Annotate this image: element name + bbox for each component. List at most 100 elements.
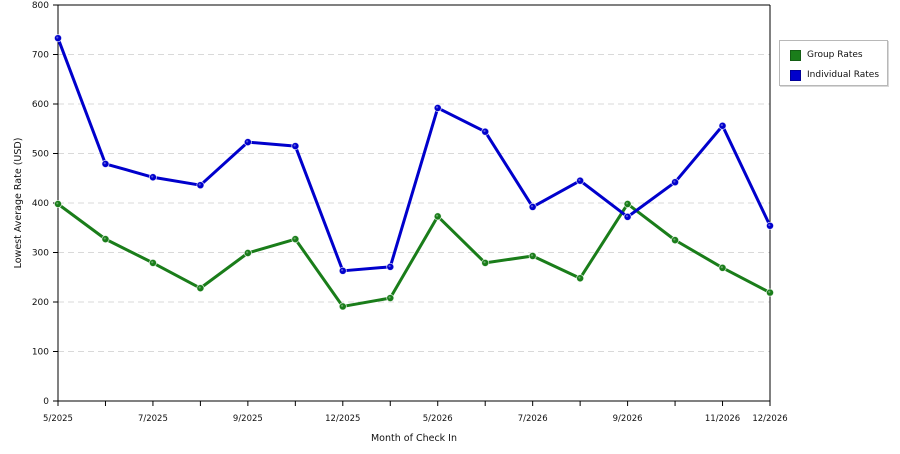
y-axis-title: Lowest Average Rate (USD) bbox=[13, 138, 24, 269]
data-point-highlight bbox=[578, 276, 581, 279]
data-point-highlight bbox=[530, 205, 534, 208]
series-line-individual-rates bbox=[56, 36, 772, 273]
data-point-marker bbox=[671, 178, 680, 187]
data-point-group-rates bbox=[291, 235, 300, 244]
data-points bbox=[54, 34, 775, 311]
data-point-individual-rates bbox=[243, 138, 252, 147]
y-tick-label: 100 bbox=[32, 348, 49, 358]
data-point-individual-rates bbox=[766, 221, 775, 230]
legend-label-group-rates: Group Rates bbox=[807, 50, 863, 60]
data-point-marker bbox=[718, 121, 727, 130]
x-tick-label: 7/2026 bbox=[518, 414, 548, 424]
data-point-highlight bbox=[483, 129, 486, 133]
data-point-highlight bbox=[341, 304, 344, 307]
y-tick-label: 400 bbox=[32, 199, 49, 209]
y-tick-label: 700 bbox=[32, 51, 49, 61]
data-point-highlight bbox=[103, 237, 106, 240]
data-point-group-rates bbox=[338, 302, 347, 311]
axis-labels: 0 100 200 300 400 500 600 700 800 5/2025 7/2025 9/2… bbox=[13, 1, 788, 444]
data-point-group-rates bbox=[528, 251, 537, 260]
data-point-highlight bbox=[388, 265, 391, 268]
data-point-group-rates bbox=[243, 248, 252, 257]
data-point-individual-rates bbox=[291, 142, 300, 151]
data-point-marker bbox=[101, 159, 110, 168]
x-tick-label: 9/2026 bbox=[613, 414, 643, 424]
data-point-individual-rates bbox=[196, 181, 205, 190]
y-tick-label: 200 bbox=[32, 298, 49, 308]
y-tick-label: 0 bbox=[43, 397, 49, 407]
data-point-highlight bbox=[483, 261, 486, 264]
data-point-highlight bbox=[768, 290, 771, 293]
legend-swatch-individual-rates bbox=[790, 69, 801, 81]
data-point-marker bbox=[291, 142, 300, 151]
data-point-group-rates bbox=[101, 235, 110, 244]
data-point-marker bbox=[766, 288, 775, 297]
data-point-marker bbox=[623, 212, 632, 221]
data-point-highlight bbox=[768, 223, 771, 227]
y-tick-label: 500 bbox=[32, 150, 49, 160]
grid-lines bbox=[58, 54, 770, 352]
data-point-highlight bbox=[530, 254, 534, 257]
axes bbox=[53, 4, 771, 406]
y-tick-label: 800 bbox=[32, 1, 49, 11]
x-tick-label: 7/2025 bbox=[138, 414, 168, 424]
data-point-marker bbox=[338, 266, 347, 275]
data-point-highlight bbox=[151, 261, 154, 264]
data-point-individual-rates bbox=[338, 266, 347, 275]
series-lines bbox=[56, 36, 772, 308]
data-point-marker bbox=[433, 212, 442, 221]
data-point-marker bbox=[196, 181, 205, 190]
legend-item-individual-rates: Individual Rates bbox=[790, 68, 879, 82]
data-point-highlight bbox=[625, 202, 629, 205]
data-point-highlight bbox=[246, 140, 249, 143]
x-tick-label: 9/2025 bbox=[233, 414, 263, 424]
legend-item-group-rates: Group Rates bbox=[790, 48, 863, 62]
data-point-highlight bbox=[293, 237, 296, 240]
data-point-marker bbox=[718, 263, 727, 272]
data-point-highlight bbox=[198, 183, 201, 186]
data-point-marker bbox=[576, 176, 585, 185]
data-point-group-rates bbox=[671, 236, 680, 245]
data-point-group-rates bbox=[196, 284, 205, 293]
x-tick-label: 12/2026 bbox=[752, 414, 787, 424]
data-point-highlight bbox=[435, 106, 439, 109]
legend-swatch-group-rates bbox=[790, 49, 801, 61]
data-point-individual-rates bbox=[718, 121, 727, 130]
data-point-marker bbox=[433, 103, 442, 112]
data-point-marker bbox=[338, 302, 347, 311]
data-point-marker bbox=[528, 251, 537, 260]
data-point-marker bbox=[623, 199, 632, 208]
data-point-highlight bbox=[56, 36, 59, 39]
data-point-highlight bbox=[388, 296, 391, 299]
series-line-group-rates bbox=[56, 202, 772, 308]
data-point-highlight bbox=[673, 238, 676, 241]
data-point-highlight bbox=[198, 286, 201, 289]
data-point-individual-rates bbox=[671, 178, 680, 187]
data-point-marker bbox=[291, 235, 300, 244]
data-point-group-rates bbox=[54, 199, 63, 208]
data-point-individual-rates bbox=[576, 176, 585, 185]
data-point-group-rates bbox=[623, 199, 632, 208]
data-point-highlight bbox=[720, 123, 723, 127]
data-point-marker bbox=[766, 221, 775, 230]
data-point-marker bbox=[386, 294, 395, 303]
legend: Group Rates Individual Rates bbox=[779, 40, 888, 86]
data-point-marker bbox=[481, 258, 490, 267]
data-point-group-rates bbox=[433, 212, 442, 221]
data-point-marker bbox=[243, 138, 252, 147]
data-point-group-rates bbox=[718, 263, 727, 272]
data-point-individual-rates bbox=[481, 127, 490, 136]
data-point-highlight bbox=[103, 162, 106, 165]
data-point-marker bbox=[528, 202, 537, 211]
data-point-highlight bbox=[341, 269, 344, 272]
data-point-individual-rates bbox=[101, 159, 110, 168]
data-point-individual-rates bbox=[623, 212, 632, 221]
data-point-highlight bbox=[578, 178, 581, 182]
x-tick-label: 5/2026 bbox=[423, 414, 453, 424]
data-point-individual-rates bbox=[528, 202, 537, 211]
data-point-marker bbox=[671, 236, 680, 245]
data-point-marker bbox=[243, 248, 252, 257]
x-axis-title: Month of Check In bbox=[371, 433, 457, 444]
data-point-marker bbox=[386, 262, 395, 271]
